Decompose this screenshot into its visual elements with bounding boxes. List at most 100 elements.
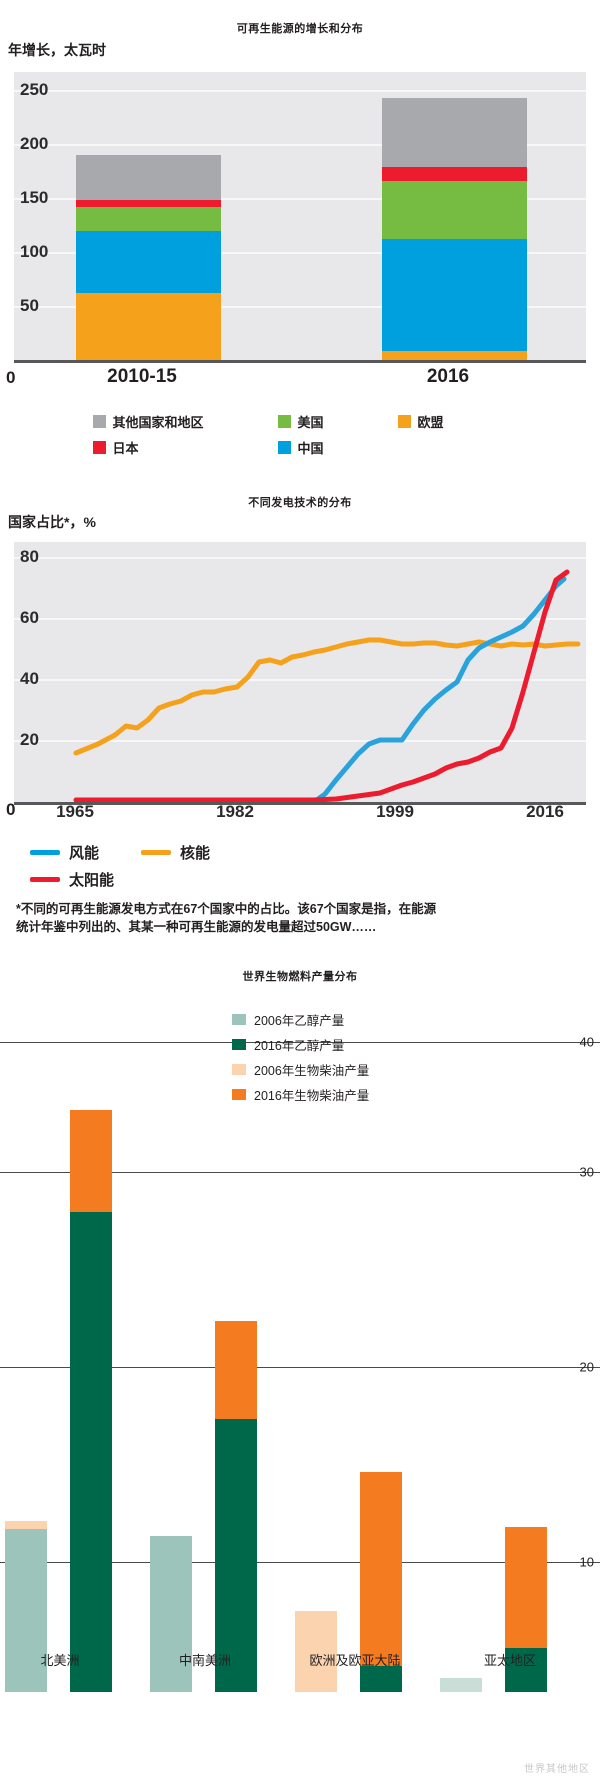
ytick-10: 10 (579, 1554, 594, 1570)
chart1-ytick-zero: 0 (6, 368, 16, 387)
chart1-baseline (14, 360, 586, 363)
bar-europe-2006-biodiesel (295, 1611, 337, 1692)
legend-swatch-blue-icon (277, 441, 291, 454)
bar-segment-2016-biodiesel (505, 1527, 547, 1648)
chart3-xtick-asia: 亚太地区 (483, 1653, 536, 1668)
chart-renewable-growth: 可再生能源的增长和分布 年增长，太瓦时 250 200 150 100 50 (0, 0, 600, 470)
chart3-legend: 2006年乙醇产量 2016年乙醇产量 2006年生物柴油产量 2016年生物柴… (232, 1010, 369, 1110)
ytick-60: 60 (20, 608, 39, 627)
ytick-200: 200 (20, 134, 49, 153)
ytick-100: 100 (20, 242, 49, 261)
gridline-20 (14, 740, 586, 742)
bar-segment-china (382, 239, 527, 352)
legend-item-eu[interactable]: 欧盟 (397, 412, 508, 431)
bar-segment-other (76, 155, 221, 200)
chart3-title: 世界生物燃料产量分布 (242, 971, 358, 983)
legend-item-usa[interactable]: 美国 (277, 412, 398, 431)
chart2-title: 不同发电技术的分布 (248, 497, 352, 509)
chart2-xtick-1965: 1965 (56, 802, 94, 821)
chart2-legend-row-2: 太阳能 (30, 869, 252, 890)
legend-label: 2016年乙醇产量 (254, 1039, 345, 1053)
legend-label: 美国 (297, 415, 324, 430)
legend-label: 2006年乙醇产量 (254, 1014, 345, 1028)
legend-swatch-orange-icon (397, 415, 411, 428)
legend-label: 日本 (112, 441, 139, 456)
chart2-ytick-zero: 0 (6, 800, 16, 819)
legend-swatch-orange-icon (232, 1089, 246, 1100)
chart1-xtick-2016: 2016 (426, 366, 470, 387)
bar-segment-usa (76, 207, 221, 231)
bar-segment-other (382, 98, 527, 168)
chart1-xtick-2010-15: 2010-15 (107, 366, 177, 387)
chart1-plot-area: 250 200 150 100 50 (14, 72, 586, 363)
bar-south-america-2006-ethanol (150, 1536, 192, 1692)
gridline-10 (0, 1562, 600, 1563)
legend-swatch-green-icon (277, 415, 291, 428)
bar-segment-eu (76, 293, 221, 360)
chart2-baseline (14, 802, 586, 805)
bar-segment-2006-ethanol (150, 1536, 192, 1692)
legend-line-blue-icon (30, 850, 60, 855)
bar-segment-japan (382, 167, 527, 182)
legend-line-orange-icon (141, 850, 172, 855)
gridline-50 (14, 306, 586, 308)
legend-label: 风能 (69, 845, 100, 862)
bar-2016 (382, 98, 527, 360)
chart2-legend-row-1: 风能 核能 (30, 842, 252, 863)
legend-item-wind[interactable]: 风能 (30, 842, 99, 863)
legend-item-other[interactable]: 其他国家和地区 (92, 412, 278, 431)
bar-south-america-2016 (215, 1321, 257, 1692)
ytick-20: 20 (20, 730, 39, 749)
footnote-line-2: 统计年鉴中列出的、其某一种可再生能源的发电量超过50GW…… (16, 920, 377, 935)
gridline-40 (14, 679, 586, 681)
bar-segment-2016-ethanol (70, 1212, 112, 1692)
chart2-footnote: *不同的可再生能源发电方式在67个国家中的占比。该67个国家是指，在能源 统计年… (16, 900, 586, 936)
legend-label: 2006年生物柴油产量 (254, 1064, 370, 1078)
chart2-xtick-2016: 2016 (526, 802, 564, 821)
bar-segment-2016-biodiesel (215, 1321, 257, 1419)
legend-label: 太阳能 (69, 872, 115, 889)
chart3-xtick-north-america: 北美洲 (40, 1653, 80, 1668)
legend-item-japan[interactable]: 日本 (92, 438, 278, 457)
bar-segment-2006-biodiesel (5, 1521, 47, 1529)
gridline-250 (14, 90, 586, 92)
legend-label: 欧盟 (417, 415, 444, 430)
bar-segment-2006-ethanol (440, 1678, 482, 1692)
legend-swatch-grey-icon (92, 415, 106, 428)
legend-item-2006-biodiesel[interactable]: 2006年生物柴油产量 (232, 1060, 369, 1079)
legend-item-nuclear[interactable]: 核能 (141, 842, 210, 863)
legend-item-china[interactable]: 中国 (277, 438, 398, 457)
ytick-250: 250 (20, 80, 49, 99)
footnote-line-1: *不同的可再生能源发电方式在67个国家中的占比。该67个国家是指，在能源 (16, 902, 437, 916)
chart3-xtick-south-america: 中南美洲 (178, 1653, 231, 1668)
chart1-y-axis-label: 年增长，太瓦时 (8, 42, 106, 58)
chart3-plot-area: 40 30 20 10 (0, 1000, 600, 1692)
legend-swatch-dark-green-icon (232, 1039, 246, 1050)
bar-segment-2016-biodiesel (360, 1472, 402, 1666)
gridline-150 (14, 198, 586, 200)
ytick-40: 40 (20, 669, 39, 688)
bar-asia-2016 (505, 1527, 547, 1692)
legend-item-2006-ethanol[interactable]: 2006年乙醇产量 (232, 1010, 369, 1029)
legend-item-2016-ethanol[interactable]: 2016年乙醇产量 (232, 1035, 369, 1054)
chart1-title: 可再生能源的增长和分布 (236, 23, 364, 35)
chart1-legend-row-1: 其他国家和地区 美国 欧盟 (0, 412, 600, 431)
legend-item-2016-biodiesel[interactable]: 2016年生物柴油产量 (232, 1085, 369, 1104)
chart2-legend: 风能 核能 太阳能 (30, 842, 252, 896)
chart2-xtick-1982: 1982 (216, 802, 254, 821)
legend-label: 中国 (297, 441, 324, 456)
chart3-xtick-europe: 欧洲及欧亚大陆 (309, 1653, 401, 1668)
legend-label: 核能 (180, 845, 211, 862)
legend-label: 2016年生物柴油产量 (254, 1089, 370, 1103)
chart2-lines (73, 569, 581, 802)
bar-segment-2016-ethanol (505, 1648, 547, 1692)
legend-spacer (398, 438, 508, 457)
gridline-200 (14, 144, 586, 146)
chart2-y-axis-label: 国家占比*，% (8, 514, 96, 530)
gridline-60 (14, 618, 586, 620)
bar-segment-japan (76, 199, 221, 207)
line-nuclear (73, 637, 581, 756)
legend-item-solar[interactable]: 太阳能 (30, 869, 114, 890)
bar-segment-china (76, 230, 221, 294)
gridline-20 (0, 1367, 600, 1368)
